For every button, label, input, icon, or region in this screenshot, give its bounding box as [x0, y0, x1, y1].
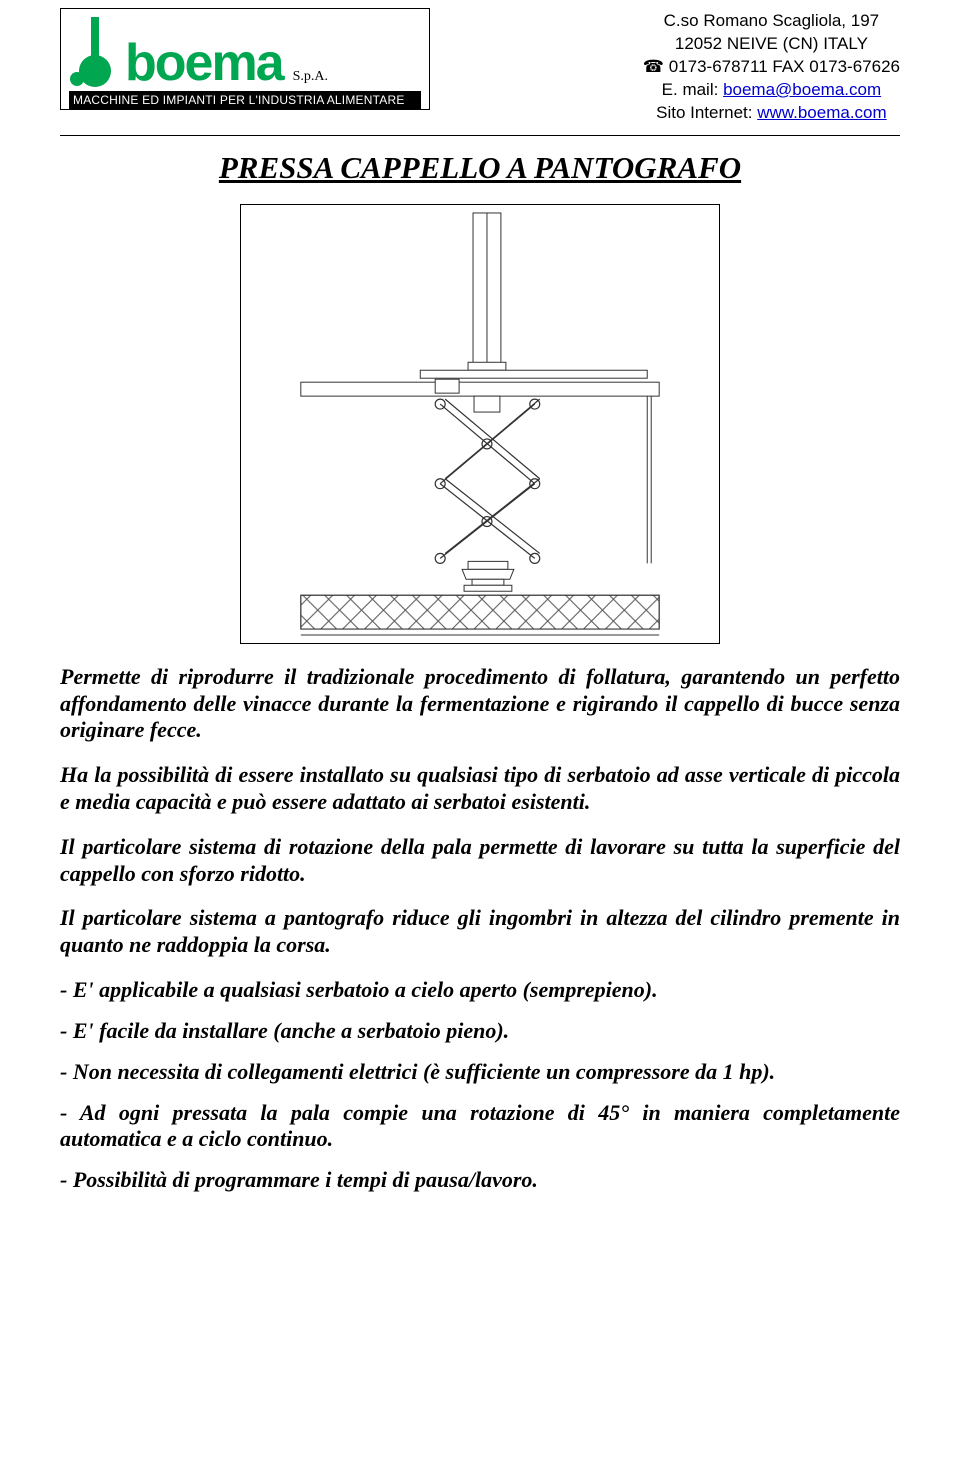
paragraph-4: Il particolare sistema a pantografo ridu… [60, 905, 900, 959]
header-rule [60, 135, 900, 136]
contact-address-2: 12052 NEIVE (CN) ITALY [643, 33, 900, 56]
logo-brand-text: boema [125, 37, 283, 89]
contact-phone-fax: 0173-678711 FAX 0173-67626 [669, 57, 900, 76]
body-text: Permette di riprodurre il tradizionale p… [60, 664, 900, 1194]
page-title: PRESSA CAPPELLO A PANTOGRAFO [60, 150, 900, 186]
bullet-4: - Ad ogni pressata la pala compie una ro… [60, 1100, 900, 1154]
site-label: Sito Internet: [656, 103, 757, 122]
paragraph-2: Ha la possibilità di essere installato s… [60, 762, 900, 816]
contact-site-line: Sito Internet: www.boema.com [643, 102, 900, 125]
contact-email-line: E. mail: boema@boema.com [643, 79, 900, 102]
letterhead-header: boema S.p.A. MACCHINE ED IMPIANTI PER L'… [60, 8, 900, 125]
email-link[interactable]: boema@boema.com [723, 80, 881, 99]
bullet-3: - Non necessita di collegamenti elettric… [60, 1059, 900, 1086]
logo-suffix: S.p.A. [293, 69, 328, 85]
contact-address-1: C.so Romano Scagliola, 197 [643, 10, 900, 33]
paragraph-3: Il particolare sistema di rotazione dell… [60, 834, 900, 888]
logo-row: boema S.p.A. [69, 15, 421, 89]
bullet-1: - E' applicabile a qualsiasi serbatoio a… [60, 977, 900, 1004]
technical-diagram [240, 204, 720, 644]
contact-block: C.so Romano Scagliola, 197 12052 NEIVE (… [643, 8, 900, 125]
bullet-5: - Possibilità di programmare i tempi di … [60, 1167, 900, 1194]
email-label: E. mail: [662, 80, 723, 99]
phone-icon: ☎ [643, 57, 664, 76]
logo-icon [69, 17, 119, 89]
contact-phone-line: ☎ 0173-678711 FAX 0173-67626 [643, 56, 900, 79]
bullet-2: - E' facile da installare (anche a serba… [60, 1018, 900, 1045]
logo-block: boema S.p.A. MACCHINE ED IMPIANTI PER L'… [60, 8, 430, 110]
logo-tagline: MACCHINE ED IMPIANTI PER L'INDUSTRIA ALI… [69, 91, 421, 109]
paragraph-1: Permette di riprodurre il tradizionale p… [60, 664, 900, 744]
site-link[interactable]: www.boema.com [757, 103, 886, 122]
